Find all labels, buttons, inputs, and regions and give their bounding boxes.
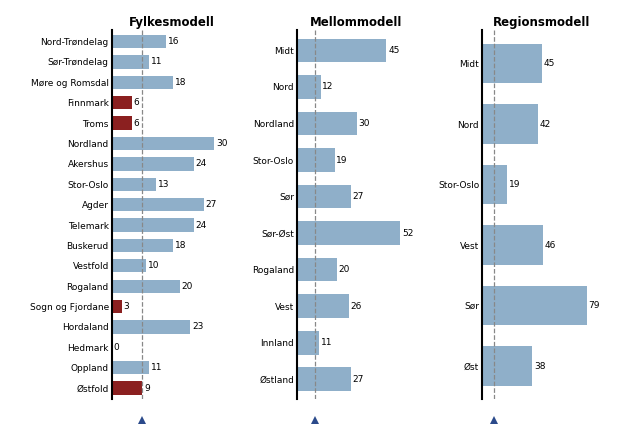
Bar: [112, 320, 190, 334]
Text: 9: 9: [144, 384, 150, 393]
Bar: [297, 331, 319, 355]
Text: 30: 30: [216, 139, 228, 148]
Text: 11: 11: [321, 338, 332, 347]
Text: 18: 18: [175, 78, 187, 87]
Bar: [482, 105, 538, 144]
Text: 6: 6: [134, 118, 140, 128]
Text: 23: 23: [192, 322, 203, 332]
Bar: [297, 39, 386, 62]
Bar: [112, 259, 146, 273]
Bar: [297, 221, 401, 245]
Bar: [112, 116, 132, 130]
Text: 45: 45: [388, 46, 399, 55]
Bar: [297, 294, 348, 318]
Text: 19: 19: [337, 155, 348, 164]
Text: 18: 18: [175, 241, 187, 250]
Text: 16: 16: [168, 37, 180, 46]
Bar: [112, 198, 204, 211]
Text: 6: 6: [134, 98, 140, 107]
Text: 26: 26: [350, 302, 361, 311]
Bar: [297, 75, 321, 99]
Bar: [112, 279, 180, 293]
Bar: [297, 112, 356, 135]
Text: 27: 27: [352, 192, 364, 201]
Bar: [112, 137, 214, 150]
Title: Mellommodell: Mellommodell: [311, 16, 402, 29]
Bar: [297, 148, 335, 172]
Text: 13: 13: [157, 180, 169, 189]
Bar: [297, 258, 337, 282]
Bar: [112, 178, 156, 191]
Bar: [297, 185, 350, 208]
Text: 20: 20: [182, 282, 193, 291]
Text: 11: 11: [151, 363, 162, 372]
Text: 38: 38: [534, 362, 546, 371]
Text: 20: 20: [339, 265, 350, 274]
Bar: [482, 346, 533, 386]
Text: 30: 30: [358, 119, 370, 128]
Text: 46: 46: [545, 240, 556, 250]
Text: 0: 0: [113, 343, 119, 352]
Bar: [482, 165, 507, 204]
Text: 24: 24: [195, 159, 206, 168]
Bar: [112, 96, 132, 109]
Text: 19: 19: [509, 180, 520, 189]
Text: 27: 27: [206, 200, 217, 209]
Text: 3: 3: [123, 302, 130, 311]
Bar: [482, 225, 543, 265]
Bar: [112, 239, 173, 252]
Bar: [482, 44, 542, 83]
Bar: [112, 300, 122, 313]
Text: 24: 24: [195, 220, 206, 230]
Bar: [112, 157, 193, 171]
Bar: [112, 361, 149, 374]
Text: 11: 11: [151, 57, 162, 66]
Bar: [112, 35, 166, 48]
Bar: [112, 76, 173, 89]
Bar: [112, 56, 149, 69]
Text: 45: 45: [544, 59, 555, 68]
Text: 52: 52: [402, 229, 414, 237]
Text: 79: 79: [588, 301, 600, 310]
Text: 27: 27: [352, 375, 364, 384]
Text: 10: 10: [148, 261, 159, 270]
Title: Regionsmodell: Regionsmodell: [493, 16, 590, 29]
Bar: [112, 218, 193, 232]
Bar: [482, 286, 587, 325]
Text: 12: 12: [322, 82, 334, 92]
Bar: [112, 381, 143, 395]
Text: 42: 42: [539, 120, 551, 128]
Title: Fylkesmodell: Fylkesmodell: [128, 16, 215, 29]
Bar: [297, 367, 350, 391]
